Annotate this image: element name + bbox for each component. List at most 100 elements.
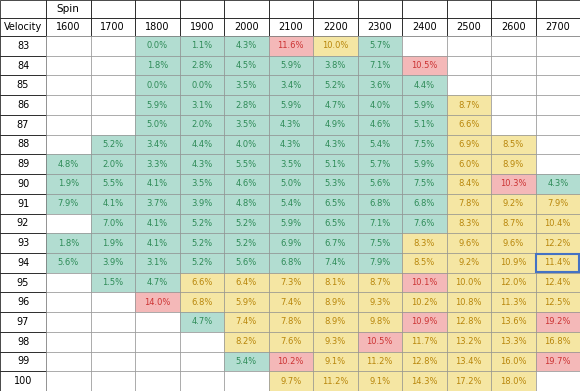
Text: 5.2%: 5.2% xyxy=(325,81,346,90)
Bar xyxy=(313,174,357,194)
Bar xyxy=(90,18,135,36)
Bar xyxy=(313,213,357,233)
Text: 87: 87 xyxy=(17,120,29,130)
Text: 2.8%: 2.8% xyxy=(235,100,257,109)
Text: 3.8%: 3.8% xyxy=(325,61,346,70)
Text: 83: 83 xyxy=(17,41,29,51)
Text: 1700: 1700 xyxy=(100,22,125,32)
Text: 4.4%: 4.4% xyxy=(414,81,435,90)
Text: 3.5%: 3.5% xyxy=(235,120,257,129)
Text: 10.9%: 10.9% xyxy=(411,317,437,326)
Text: 10.9%: 10.9% xyxy=(500,258,527,267)
Bar xyxy=(46,75,90,95)
Bar xyxy=(179,174,224,194)
Bar xyxy=(402,95,447,115)
Bar xyxy=(357,36,402,56)
Bar xyxy=(135,194,179,213)
Bar xyxy=(224,135,269,154)
Bar xyxy=(0,115,46,135)
Text: 1800: 1800 xyxy=(145,22,169,32)
Bar xyxy=(447,332,491,352)
Text: 4.9%: 4.9% xyxy=(325,120,346,129)
Text: 13.4%: 13.4% xyxy=(455,357,482,366)
Bar xyxy=(357,352,402,371)
Text: 12.4%: 12.4% xyxy=(545,278,571,287)
Text: 88: 88 xyxy=(17,140,29,149)
Bar xyxy=(224,194,269,213)
Bar xyxy=(224,75,269,95)
Bar xyxy=(535,273,580,292)
Text: 7.5%: 7.5% xyxy=(414,140,435,149)
Bar xyxy=(491,174,535,194)
Text: 5.9%: 5.9% xyxy=(280,219,302,228)
Bar xyxy=(269,95,313,115)
Bar xyxy=(535,154,580,174)
Bar xyxy=(269,292,313,312)
Bar xyxy=(90,135,135,154)
Text: 100: 100 xyxy=(14,376,32,386)
Text: 10.2%: 10.2% xyxy=(278,357,304,366)
Bar xyxy=(90,332,135,352)
Bar xyxy=(135,371,179,391)
Bar xyxy=(135,0,179,18)
Text: 5.2%: 5.2% xyxy=(191,258,212,267)
Text: 5.5%: 5.5% xyxy=(102,179,124,188)
Text: 5.7%: 5.7% xyxy=(369,41,390,50)
Bar xyxy=(135,332,179,352)
Bar xyxy=(491,352,535,371)
Text: 10.0%: 10.0% xyxy=(322,41,349,50)
Bar xyxy=(269,273,313,292)
Bar xyxy=(447,56,491,75)
Text: 3.3%: 3.3% xyxy=(147,160,168,169)
Bar xyxy=(269,0,313,18)
Text: 7.6%: 7.6% xyxy=(414,219,435,228)
Bar xyxy=(224,18,269,36)
Text: 5.9%: 5.9% xyxy=(147,100,168,109)
Text: 8.9%: 8.9% xyxy=(325,298,346,307)
Bar xyxy=(135,253,179,273)
Bar xyxy=(313,332,357,352)
Bar xyxy=(269,115,313,135)
Text: 11.4%: 11.4% xyxy=(545,258,571,267)
Text: 5.2%: 5.2% xyxy=(235,219,257,228)
Text: 14.0%: 14.0% xyxy=(144,298,171,307)
Bar xyxy=(179,332,224,352)
Bar xyxy=(135,233,179,253)
Bar xyxy=(179,233,224,253)
Bar xyxy=(90,75,135,95)
Bar xyxy=(447,292,491,312)
Bar xyxy=(135,56,179,75)
Bar xyxy=(0,95,46,115)
Bar xyxy=(224,174,269,194)
Text: 6.8%: 6.8% xyxy=(414,199,435,208)
Text: 8.3%: 8.3% xyxy=(458,219,480,228)
Bar xyxy=(46,194,90,213)
Bar xyxy=(402,0,447,18)
Text: 96: 96 xyxy=(17,297,29,307)
Bar xyxy=(535,292,580,312)
Bar xyxy=(357,0,402,18)
Text: 6.6%: 6.6% xyxy=(458,120,480,129)
Bar xyxy=(535,352,580,371)
Text: 5.2%: 5.2% xyxy=(191,239,212,248)
Bar xyxy=(179,18,224,36)
Bar xyxy=(447,371,491,391)
Bar xyxy=(135,273,179,292)
Bar xyxy=(179,273,224,292)
Bar xyxy=(313,135,357,154)
Bar xyxy=(402,56,447,75)
Bar xyxy=(313,95,357,115)
Bar xyxy=(46,18,90,36)
Text: 9.8%: 9.8% xyxy=(369,317,390,326)
Text: 11.2%: 11.2% xyxy=(322,377,349,386)
Text: 8.7%: 8.7% xyxy=(502,219,524,228)
Text: 4.1%: 4.1% xyxy=(147,239,168,248)
Text: 4.8%: 4.8% xyxy=(57,160,79,169)
Bar xyxy=(447,0,491,18)
Text: 17.2%: 17.2% xyxy=(455,377,482,386)
Text: 14.3%: 14.3% xyxy=(411,377,437,386)
Text: 0.0%: 0.0% xyxy=(147,41,168,50)
Bar xyxy=(179,371,224,391)
Text: 13.6%: 13.6% xyxy=(500,317,527,326)
Bar xyxy=(90,194,135,213)
